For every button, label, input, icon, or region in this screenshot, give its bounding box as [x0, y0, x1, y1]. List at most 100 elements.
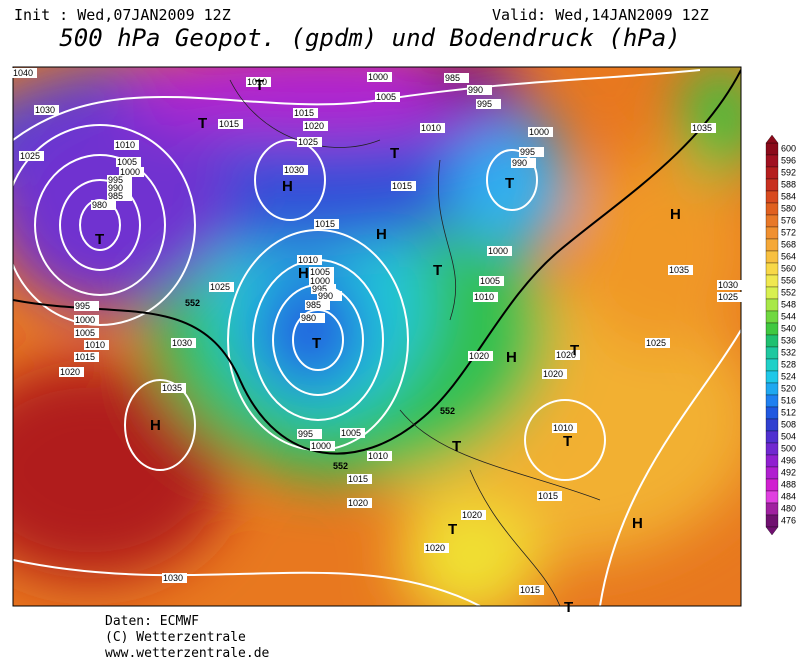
scale-swatch	[765, 346, 779, 360]
label-box	[444, 73, 469, 83]
isobar-label: 1035	[692, 123, 712, 133]
isobar-label: 995	[477, 99, 492, 109]
scale-swatch	[765, 238, 779, 252]
isobar-label: 1005	[117, 157, 137, 167]
pressure-center: T	[390, 145, 399, 162]
scale-label: 524	[781, 371, 796, 381]
isobar-label: 1035	[669, 265, 689, 275]
website: www.wetterzentrale.de	[105, 646, 270, 661]
scale-cap-bottom	[765, 526, 779, 536]
label-box	[305, 300, 330, 310]
label-box	[297, 429, 322, 439]
scale-label: 564	[781, 251, 796, 261]
isobar-label: 1005	[75, 328, 95, 338]
scale-label: 544	[781, 311, 796, 321]
init-time: Init : Wed,07JAN2009 12Z	[14, 6, 231, 24]
scale-swatch	[765, 370, 779, 384]
scale-label: 576	[781, 215, 796, 225]
scale-label: 492	[781, 467, 796, 477]
scale-label: 580	[781, 203, 796, 213]
isobar-label: 1020	[469, 351, 489, 361]
label-box	[375, 92, 400, 102]
isobar-label: 990	[108, 183, 123, 193]
label-box	[283, 165, 308, 175]
copyright: (C) Wetterzentrale	[105, 630, 246, 645]
scale-swatch	[765, 154, 779, 168]
isobar-label: 1015	[392, 181, 412, 191]
label-box	[367, 72, 392, 82]
scale-label: 476	[781, 515, 796, 525]
label-box	[347, 474, 372, 484]
pressure-center: T	[452, 438, 461, 455]
pressure-center: T	[198, 115, 207, 132]
pressure-center: T	[564, 599, 573, 616]
pressure-center: H	[670, 206, 681, 223]
label-box	[347, 498, 372, 508]
scale-label: 592	[781, 167, 796, 177]
scale-label: 516	[781, 395, 796, 405]
label-box	[479, 276, 504, 286]
pressure-center: H	[282, 178, 293, 195]
label-box	[461, 510, 486, 520]
label-box	[19, 151, 44, 161]
isobar-label: 995	[75, 301, 90, 311]
scale-cap-top	[765, 134, 779, 144]
scale-swatch	[765, 226, 779, 240]
isobars	[13, 69, 741, 606]
scale-swatch	[765, 514, 779, 528]
map-frame	[12, 66, 742, 607]
label-box	[691, 123, 716, 133]
isobar-label: 985	[306, 300, 321, 310]
isobar-label: 980	[301, 313, 316, 323]
label-box	[542, 369, 567, 379]
scale-swatch	[765, 502, 779, 516]
label-box	[297, 255, 322, 265]
isobar-label: 1015	[348, 474, 368, 484]
pressure-center: H	[632, 515, 643, 532]
scale-label: 540	[781, 323, 796, 333]
isobar-label: 1015	[315, 219, 335, 229]
isobar-label: 1010	[85, 340, 105, 350]
scale-label: 520	[781, 383, 796, 393]
isobar-label: 995	[312, 284, 327, 294]
scale-label: 488	[781, 479, 796, 489]
scale-label: 548	[781, 299, 796, 309]
scale-label: 528	[781, 359, 796, 369]
pressure-center: H	[298, 265, 309, 282]
scale-swatch	[765, 490, 779, 504]
scale-swatch	[765, 478, 779, 492]
scale-label: 572	[781, 227, 796, 237]
label-box	[293, 108, 318, 118]
label-box	[209, 282, 234, 292]
scale-label: 536	[781, 335, 796, 345]
pressure-center: H	[150, 417, 161, 434]
label-box	[119, 167, 144, 177]
isobar-label: 1020	[348, 498, 368, 508]
isobar-label: 1005	[376, 92, 396, 102]
scale-swatch	[765, 178, 779, 192]
isobar-label: 1015	[294, 108, 314, 118]
scale-swatch	[765, 202, 779, 216]
isobar-label: 1015	[75, 352, 95, 362]
pressure-center: T	[433, 262, 442, 279]
isobar-label: 1030	[35, 105, 55, 115]
scale-swatch	[765, 442, 779, 456]
label-box	[467, 85, 492, 95]
scale-swatch	[765, 262, 779, 276]
scale-swatch	[765, 190, 779, 204]
isobar-label: 1015	[219, 119, 239, 129]
scale-swatch	[765, 310, 779, 324]
label-box	[300, 313, 325, 323]
label-box	[473, 292, 498, 302]
label-box	[162, 573, 187, 583]
isobar-label: 1010	[298, 255, 318, 265]
scale-label: 584	[781, 191, 796, 201]
isobar-label: 1025	[20, 151, 40, 161]
pressure-center: T	[563, 433, 572, 450]
isobar-label: 1010	[247, 77, 267, 87]
pressure-center: T	[570, 342, 579, 359]
label-box	[668, 265, 693, 275]
scale-label: 600	[781, 143, 796, 153]
scale-label: 552	[781, 287, 796, 297]
